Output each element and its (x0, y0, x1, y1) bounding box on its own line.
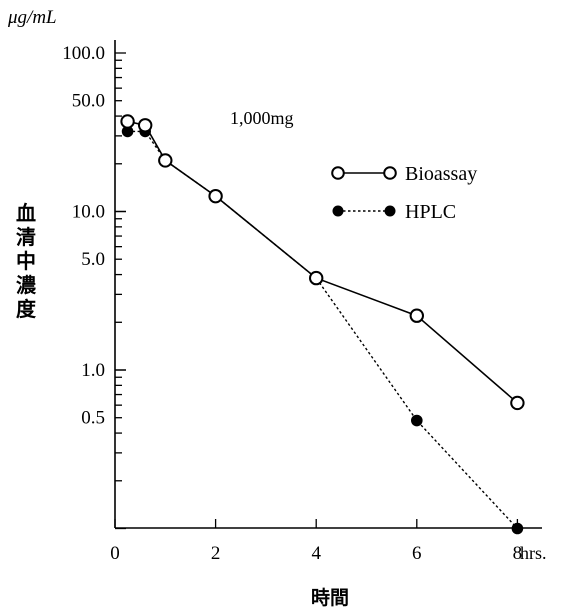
bioassay-point (409, 308, 424, 323)
bioassay-point (137, 118, 153, 133)
y-tick-label: 5.0 (81, 249, 105, 270)
legend-label-hplc: HPLC (405, 201, 456, 223)
y-tick-label: 50.0 (72, 91, 105, 112)
y-axis-label-char: 濃 (16, 273, 37, 297)
legend-marker-hplc (384, 205, 396, 217)
y-axis-label-char: 清 (16, 225, 36, 249)
x-axis-label: 時間 (311, 587, 349, 609)
annotation-label: 1,000mg (230, 108, 294, 128)
hplc-point (411, 414, 423, 427)
y-axis-label-char: 度 (16, 297, 37, 321)
y-axis-label-char: 中 (16, 249, 36, 273)
x-tick-label: 4 (311, 543, 321, 564)
bioassay-point (208, 188, 223, 204)
series-line-hplc (127, 130, 518, 529)
bioassay-point (510, 395, 525, 411)
x-tick-label: 8 (513, 543, 523, 564)
y-tick-label: 1.0 (81, 360, 105, 381)
legend: Bioassay HPLC (331, 163, 477, 223)
y-tick-label: 10.0 (72, 202, 105, 223)
x-tick-label: 0 (110, 543, 120, 564)
hplc-point (511, 522, 524, 535)
x-unit-label: hrs. (520, 543, 547, 563)
legend-marker-bioassay (383, 166, 397, 180)
legend-marker-bioassay (331, 166, 345, 180)
legend-marker-hplc (332, 205, 344, 217)
y-tick-label: 100.0 (62, 43, 105, 64)
y-unit-label: μg/mL (7, 7, 57, 28)
x-tick-label: 2 (211, 543, 221, 564)
hplc-point (121, 125, 134, 138)
axes: 100.0 50.0 10.0 5.0 1.0 0.5 0 2 4 6 8 (62, 40, 542, 564)
y-axis-label-char: 血 (16, 201, 36, 225)
series-layer (120, 114, 525, 535)
x-tick-label: 6 (412, 543, 422, 564)
bioassay-point (158, 153, 173, 168)
labels-layer: μg/mL 1,000mg 時間 hrs. (7, 7, 547, 609)
bioassay-point (309, 270, 324, 286)
legend-label-bioassay: Bioassay (405, 163, 477, 185)
y-tick-label: 0.5 (81, 408, 105, 429)
bioassay-point (120, 114, 135, 129)
